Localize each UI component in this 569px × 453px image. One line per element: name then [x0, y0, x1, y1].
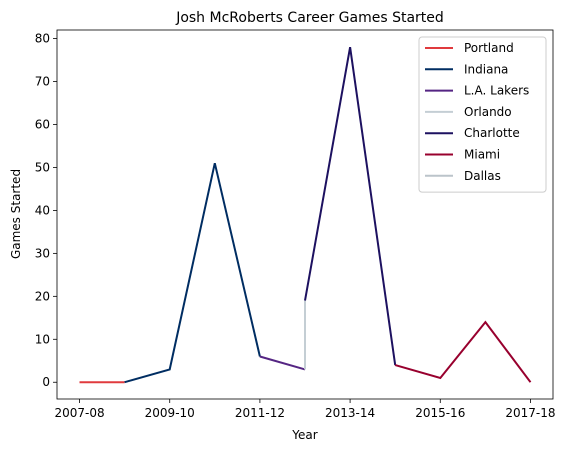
legend-label: Dallas [464, 169, 501, 183]
legend-label: L.A. Lakers [464, 84, 529, 98]
series-line-4 [304, 47, 397, 366]
y-tick-label: 20 [35, 289, 50, 303]
y-tick-label: 60 [35, 118, 50, 132]
y-tick-label: 50 [35, 160, 50, 174]
legend: Portland Indiana L.A. Lakers Orlando Charlot… [418, 36, 547, 193]
y-tick-label: 30 [35, 246, 50, 260]
legend-label: Charlotte [464, 126, 520, 140]
x-tick-label: 2017-18 [505, 406, 555, 420]
chart-title: Josh McRoberts Career Games Started [175, 10, 444, 26]
y-tick-label: 10 [35, 332, 50, 346]
x-tick-label: 2013-14 [325, 406, 375, 420]
x-tick-label: 2009-10 [145, 406, 195, 420]
x-axis: 2007-08 2009-10 2011-12 2013-14 2015-16 2017-… [54, 399, 556, 420]
legend-label: Indiana [464, 62, 508, 76]
legend-label: Orlando [464, 105, 512, 119]
y-axis-label: Games Started [9, 169, 23, 259]
x-axis-label: Year [291, 428, 317, 442]
x-tick-label: 2007-08 [54, 406, 104, 420]
legend-label: Miami [464, 148, 500, 162]
y-axis: 0 10 20 30 40 50 60 70 80 [35, 32, 57, 389]
y-tick-label: 0 [42, 375, 50, 389]
legend-frame [418, 36, 547, 193]
x-tick-label: 2015-16 [415, 406, 465, 420]
series-line-2 [259, 355, 306, 371]
x-tick-label: 2011-12 [235, 406, 285, 420]
y-tick-label: 80 [35, 32, 50, 46]
y-tick-label: 40 [35, 203, 50, 217]
legend-label: Portland [464, 41, 514, 55]
series-line-5 [394, 320, 532, 383]
y-tick-label: 70 [35, 75, 50, 89]
plot-frame [56, 29, 554, 400]
series-line-1 [124, 162, 261, 384]
series-layer [79, 47, 532, 384]
